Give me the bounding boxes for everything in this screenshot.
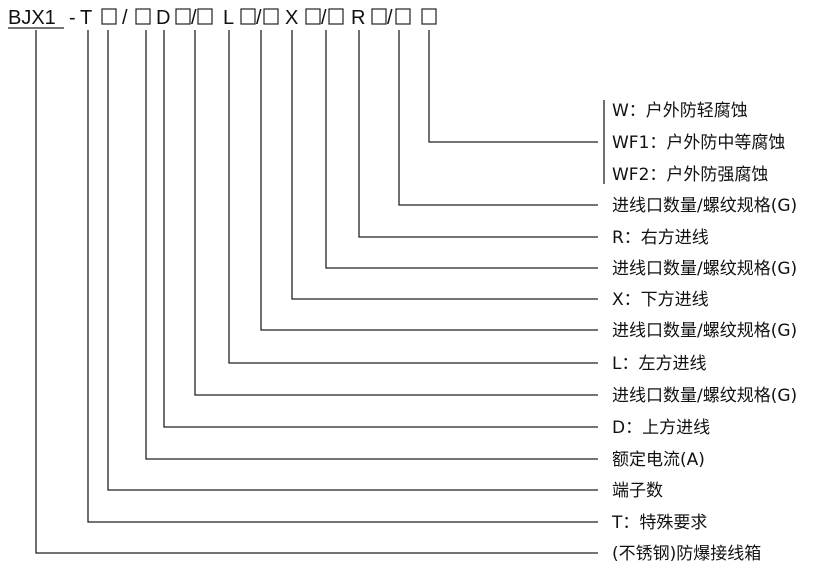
- label-rated-current: 额定电流(A): [612, 450, 705, 470]
- corrosion-options: W：户外防轻腐蚀 WF1：户外防中等腐蚀 WF2：户外防强腐蚀: [612, 101, 785, 185]
- slot-rated-current: [135, 8, 151, 25]
- option-wf1: WF1：户外防中等腐蚀: [612, 133, 785, 153]
- option-wf2: WF2：户外防强腐蚀: [612, 165, 768, 185]
- slot-d-count: [175, 8, 191, 25]
- model-letter-x: X: [285, 7, 298, 29]
- model-letter-t: T: [80, 7, 92, 29]
- leader-rated-current: [145, 30, 598, 460]
- label-l-dir: L：左方进线: [612, 354, 706, 374]
- leader-l-dir: [228, 30, 598, 364]
- label-d-dir: D：上方进线: [612, 418, 710, 438]
- model-letter-r: R: [351, 7, 365, 29]
- model-slash-r: /: [387, 7, 393, 29]
- leader-box-type: [35, 30, 598, 554]
- leader-d-inlet-spec: [194, 30, 598, 396]
- leader-x-inlet-spec: [325, 30, 598, 269]
- model-slash-d: /: [191, 7, 197, 29]
- label-box-type: (不锈钢)防爆接线箱: [612, 544, 761, 564]
- model-slash-l: /: [256, 7, 262, 29]
- leader-r-dir: [358, 30, 598, 238]
- slot-terminal-count: [101, 8, 117, 25]
- slot-l-count: [240, 8, 256, 25]
- slot-r-count: [371, 8, 387, 25]
- slot-r-thread: [395, 8, 411, 25]
- model-prefix: BJX1: [8, 7, 56, 29]
- model-slash-x: /: [321, 7, 327, 29]
- slot-corrosion: [421, 8, 437, 25]
- leader-special-req: [87, 30, 598, 523]
- leader-terminal-count: [107, 30, 598, 491]
- label-r-inlet-spec: 进线口数量/螺纹规格(G): [612, 196, 797, 216]
- slot-l-thread: [263, 8, 279, 25]
- label-l-inlet-spec: 进线口数量/螺纹规格(G): [612, 321, 797, 341]
- model-slash: /: [122, 7, 128, 29]
- leader-lines: [35, 30, 605, 554]
- label-r-dir: R：右方进线: [612, 228, 709, 248]
- leader-corrosion: [428, 30, 598, 143]
- label-d-inlet-spec: 进线口数量/螺纹规格(G): [612, 386, 797, 406]
- label-special-req: T：特殊要求: [611, 513, 707, 533]
- slot-x-thread: [328, 8, 344, 25]
- legend-labels: 进线口数量/螺纹规格(G) R：右方进线 进线口数量/螺纹规格(G) X：下方进…: [611, 196, 797, 564]
- slot-x-count: [305, 8, 321, 25]
- model-code: BJX1 - T / D / L / X / R /: [8, 7, 437, 29]
- leader-d-dir: [163, 30, 598, 428]
- slot-d-thread: [197, 8, 213, 25]
- leader-r-inlet-spec: [398, 30, 598, 206]
- model-dash: -: [69, 7, 76, 29]
- model-letter-l: L: [223, 7, 234, 29]
- model-letter-d: D: [156, 7, 170, 29]
- option-w: W：户外防轻腐蚀: [612, 101, 748, 121]
- leader-x-dir: [291, 30, 598, 300]
- leader-l-inlet-spec: [260, 30, 598, 331]
- label-terminal-count: 端子数: [612, 481, 663, 501]
- label-x-inlet-spec: 进线口数量/螺纹规格(G): [612, 259, 797, 279]
- label-x-dir: X：下方进线: [612, 290, 709, 310]
